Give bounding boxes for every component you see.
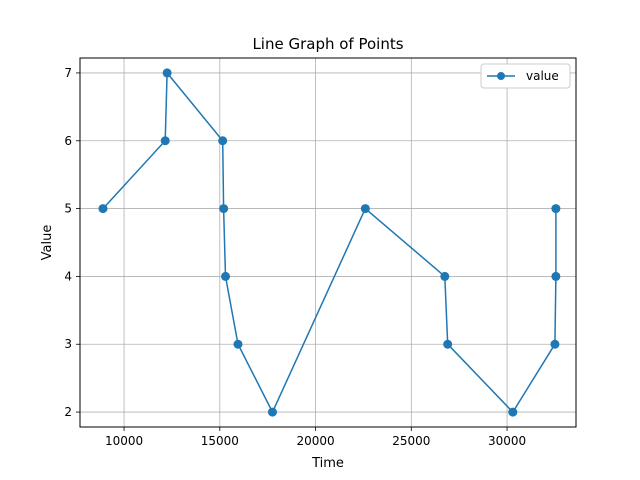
y-tick-label: 7 — [64, 66, 72, 80]
data-point — [221, 271, 231, 281]
data-point — [233, 339, 243, 349]
x-axis-label: Time — [311, 456, 344, 471]
x-axis-ticks: 10000 15000 20000 25000 30000 — [105, 427, 526, 448]
x-tick-label: 10000 — [105, 434, 143, 448]
data-point — [551, 204, 561, 214]
data-point — [550, 339, 560, 349]
y-tick-label: 4 — [64, 269, 72, 283]
legend-marker-icon — [497, 72, 505, 80]
y-axis-ticks: 2 3 4 5 6 7 — [64, 66, 80, 419]
plot-frame — [79, 57, 577, 428]
series-layer — [98, 68, 561, 417]
data-point — [440, 271, 450, 281]
y-axis-label: Value — [40, 225, 55, 261]
data-point — [551, 271, 561, 281]
data-point — [360, 204, 370, 214]
y-tick-label: 6 — [64, 134, 72, 148]
y-tick-label: 5 — [64, 202, 72, 216]
legend: value — [480, 63, 571, 89]
data-point — [267, 407, 277, 417]
data-point — [162, 68, 172, 78]
y-tick-label: 3 — [64, 337, 72, 351]
data-point — [98, 204, 108, 214]
data-point — [219, 204, 229, 214]
data-point — [160, 136, 170, 146]
x-tick-label: 20000 — [296, 434, 334, 448]
y-tick-label: 2 — [64, 405, 72, 419]
x-tick-label: 25000 — [392, 434, 430, 448]
x-tick-label: 15000 — [201, 434, 239, 448]
legend-entry-value: value — [526, 69, 559, 83]
data-point — [443, 339, 453, 349]
chart-title: Line Graph of Points — [252, 35, 403, 53]
x-tick-label: 30000 — [488, 434, 526, 448]
legend-box — [480, 63, 571, 89]
data-point — [508, 407, 518, 417]
data-point — [218, 136, 228, 146]
